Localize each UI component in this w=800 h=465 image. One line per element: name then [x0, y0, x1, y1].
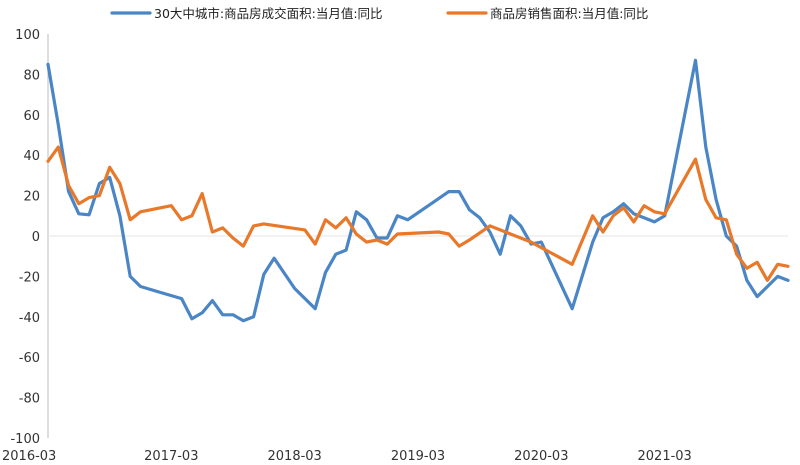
series-lines — [46, 58, 790, 323]
x-tick-label: 2017-03 — [144, 449, 198, 464]
x-tick-label: 2018-03 — [268, 449, 322, 464]
y-tick-label: 20 — [23, 190, 40, 205]
legend-label-2: 商品房销售面积:当月值:同比 — [490, 6, 648, 21]
x-tick-label: 2021-03 — [638, 449, 692, 464]
y-tick-label: -40 — [19, 311, 40, 326]
x-tick-label: 2019-03 — [391, 449, 445, 464]
y-tick-label: 60 — [23, 109, 40, 124]
y-tick-label: -20 — [19, 270, 40, 285]
y-tick-label: 80 — [23, 68, 40, 83]
y-tick-label: -100 — [10, 432, 40, 447]
legend-label-1: 30大中城市:商品房成交面积:当月值:同比 — [154, 6, 383, 21]
y-tick-label: 0 — [32, 230, 40, 245]
x-tick-label: 2020-03 — [514, 449, 568, 464]
axes — [47, 34, 788, 438]
series-line-1 — [46, 58, 790, 323]
y-tick-label: 100 — [15, 28, 40, 43]
y-tick-label: -80 — [19, 392, 40, 407]
x-tick-label: 2016-03 — [2, 449, 56, 464]
series-line-2 — [46, 145, 790, 282]
y-axis-ticks: 100 80 60 40 20 0 -20 -40 -60 -80 -100 — [10, 28, 40, 447]
legend: 30大中城市:商品房成交面积:当月值:同比 商品房销售面积:当月值:同比 — [110, 6, 648, 21]
y-tick-label: -60 — [19, 351, 40, 366]
x-axis-ticks: 2016-03 2017-03 2018-03 2019-03 2020-03 2021-… — [2, 449, 692, 464]
y-tick-label: 40 — [23, 149, 40, 164]
